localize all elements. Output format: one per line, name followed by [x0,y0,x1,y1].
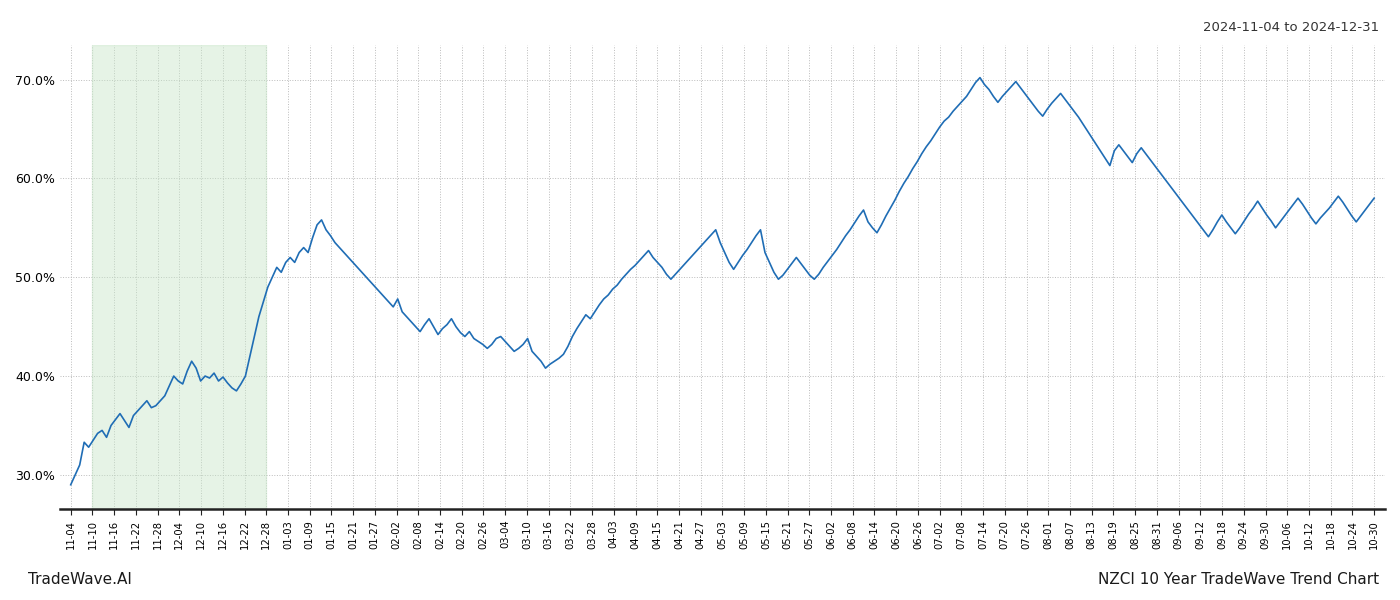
Bar [92,45,266,509]
Text: 2024-11-04 to 2024-12-31: 2024-11-04 to 2024-12-31 [1203,21,1379,34]
Text: TradeWave.AI: TradeWave.AI [28,572,132,587]
Text: NZCI 10 Year TradeWave Trend Chart: NZCI 10 Year TradeWave Trend Chart [1098,572,1379,587]
